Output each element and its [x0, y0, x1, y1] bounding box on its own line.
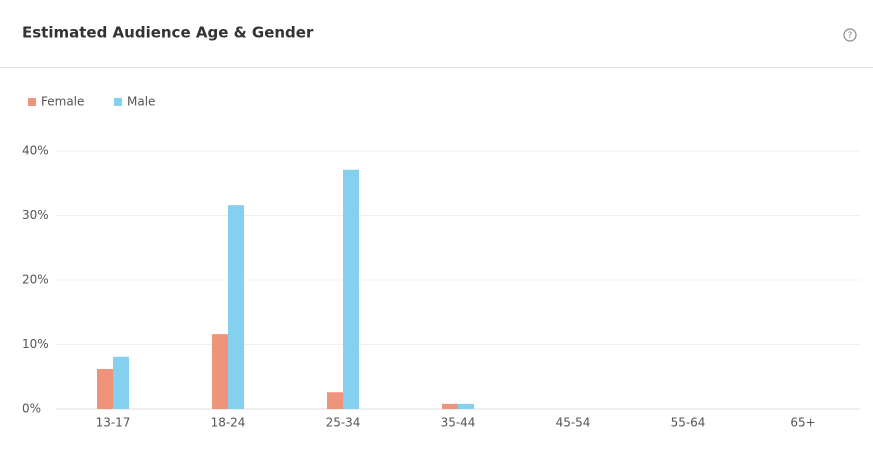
bar: [327, 392, 343, 409]
y-tick-label: 30%: [22, 208, 49, 222]
x-tick-label: 55-64: [671, 416, 706, 430]
bar: [343, 169, 359, 409]
bar: [442, 403, 458, 409]
bar: [458, 403, 474, 409]
x-tick-label: 25-34: [326, 416, 361, 430]
y-tick-label: 0%: [22, 402, 41, 416]
svg-text:?: ?: [848, 31, 853, 41]
bar: [212, 334, 228, 409]
x-tick-label: 35-44: [441, 416, 476, 430]
y-tick-label: 40%: [22, 144, 49, 158]
x-tick-label: 45-54: [556, 416, 591, 430]
legend-label: Female: [41, 95, 84, 109]
bar: [97, 369, 113, 409]
bar: [113, 356, 129, 409]
chart-title: Estimated Audience Age & Gender: [22, 24, 314, 42]
help-icon[interactable]: ?: [843, 28, 857, 42]
x-tick-label: 65+: [790, 416, 815, 430]
y-tick-label: 20%: [22, 273, 49, 287]
x-tick-label: 18-24: [211, 416, 246, 430]
legend-label: Male: [127, 95, 155, 109]
legend-swatch: [114, 98, 122, 106]
legend-swatch: [28, 98, 36, 106]
x-tick-label: 13-17: [96, 416, 131, 430]
bar: [228, 205, 244, 409]
y-tick-label: 10%: [22, 337, 49, 351]
